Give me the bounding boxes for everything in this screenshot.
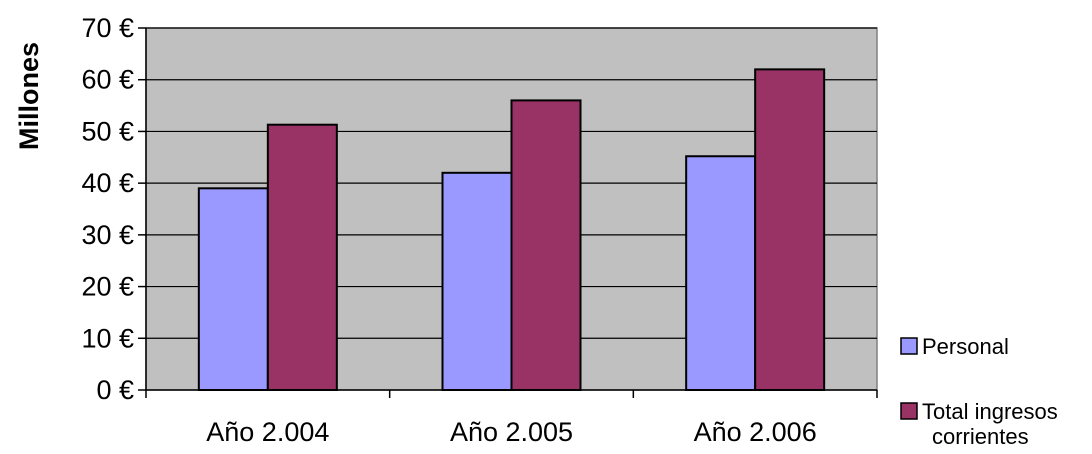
legend-label: corrientes [932,424,1029,449]
axes [145,28,877,391]
x-tick-label: Año 2.005 [450,417,573,447]
x-axis-ticks: Año 2.004 Año 2.005 Año 2.006 [145,390,878,447]
y-tick-label: 60 € [81,65,134,95]
y-tick-label: 50 € [81,116,134,146]
x-tick-label: Año 2.006 [694,417,817,447]
bar-personal [441,171,513,391]
y-axis-ticks: 0 € 10 € 20 € 30 € 40 € 50 € 60 € 70 € [81,13,146,405]
bar-personal [197,187,269,391]
bar-personal [685,155,757,391]
legend-swatch [900,402,918,420]
y-tick-label: 30 € [81,220,134,250]
y-tick-label: 20 € [81,272,134,302]
bars [197,68,826,392]
legend-swatch [900,337,918,355]
y-tick-label: 70 € [81,13,134,43]
bar-total-ingresos [754,68,826,391]
y-tick-label: 10 € [81,323,134,353]
x-tick-label: Año 2.004 [206,417,329,447]
y-tick-label: 40 € [81,168,134,198]
legend-label: Total ingresos [922,399,1058,424]
bar-total-ingresos [510,99,582,392]
y-axis-label: Millones [14,42,44,150]
bar-total-ingresos [266,123,338,391]
legend-label: Personal [922,334,1009,359]
y-tick-label: 0 € [96,375,134,405]
